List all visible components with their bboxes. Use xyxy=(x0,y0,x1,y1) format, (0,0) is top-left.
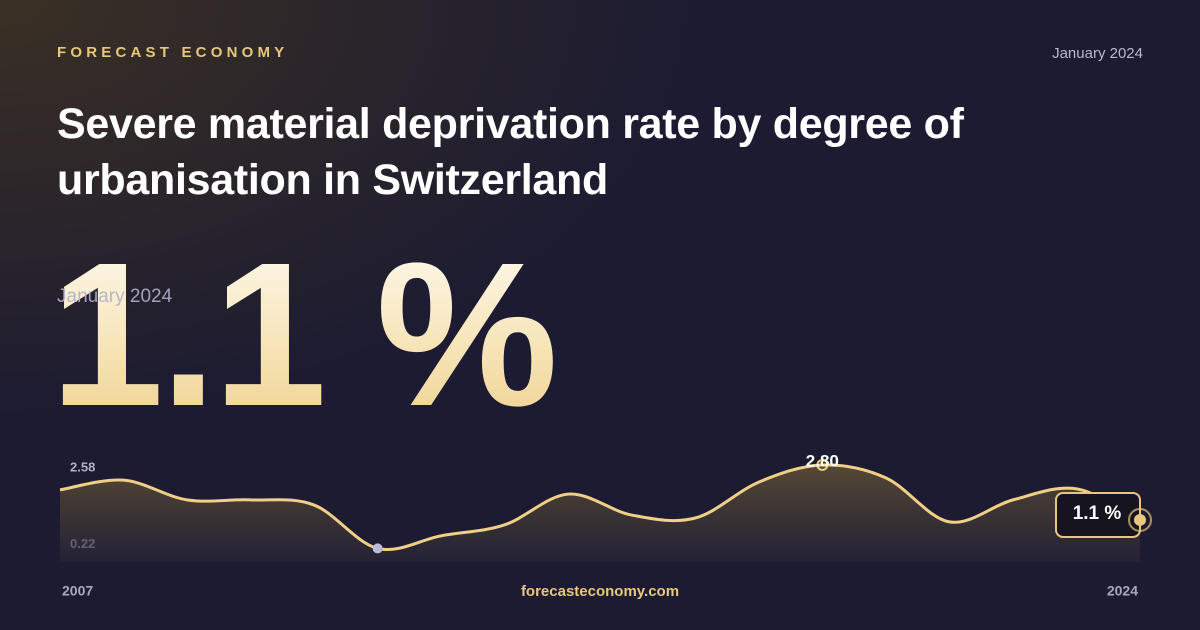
title: Severe material deprivation rate by degr… xyxy=(57,100,964,204)
last-ring xyxy=(1128,507,1152,532)
max-label: 2.80 xyxy=(806,451,839,470)
last-point xyxy=(1134,513,1146,526)
x-tick-label: 2024 xyxy=(1107,583,1138,599)
brand: FORECAST ECONOMY xyxy=(57,44,289,61)
last-label: 1.1 % xyxy=(1073,503,1122,524)
y-tick-label: 2.58 xyxy=(70,459,95,474)
area xyxy=(60,464,1140,562)
headline-date: January 2024 xyxy=(57,286,173,307)
x-tick-label: 2007 xyxy=(62,583,93,599)
date: January 2024 xyxy=(1052,45,1143,62)
site: forecasteconomy.com xyxy=(520,583,680,600)
min-marker xyxy=(372,543,383,554)
headline: 1.1 % xyxy=(50,220,558,449)
max-marker xyxy=(816,458,829,471)
line xyxy=(59,463,1141,551)
